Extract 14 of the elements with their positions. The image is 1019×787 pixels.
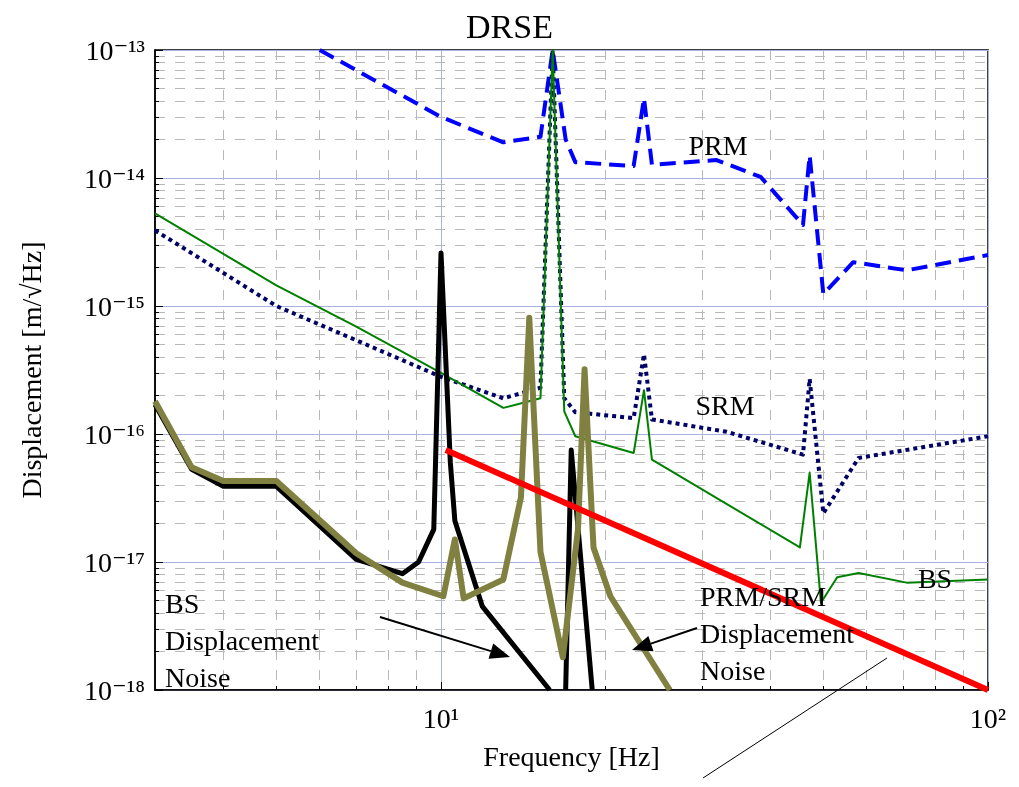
y-tick-label: 10⁻¹⁸ bbox=[84, 674, 145, 706]
y-tick-label: 10⁻¹⁴ bbox=[84, 162, 145, 194]
annotation: PRM bbox=[688, 129, 748, 161]
y-tick-label: 10⁻¹⁵ bbox=[84, 290, 145, 322]
x-axis-title: Frequency [Hz] bbox=[483, 740, 660, 772]
chart-title: DRSE bbox=[466, 7, 553, 45]
y-tick-label: 10⁻¹⁶ bbox=[84, 418, 145, 450]
y-tick-label: 10⁻¹³ bbox=[85, 34, 145, 66]
y-axis-title: Displacement [m/√Hz] bbox=[15, 241, 47, 499]
y-tick-label: 10⁻¹⁷ bbox=[84, 546, 145, 578]
x-tick-label: 10² bbox=[969, 702, 1007, 734]
x-tick-label: 10¹ bbox=[422, 702, 460, 734]
annotation: BS Displacement Noise bbox=[165, 588, 320, 693]
annotation: SRM bbox=[695, 389, 755, 421]
